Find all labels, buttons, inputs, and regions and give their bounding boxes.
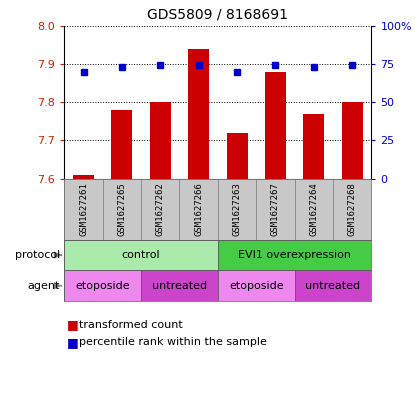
Text: GSM1627265: GSM1627265 (117, 182, 127, 236)
Bar (218, 240, 371, 270)
Text: etoposide: etoposide (76, 281, 130, 291)
Text: transformed count: transformed count (79, 320, 183, 330)
Text: protocol: protocol (15, 250, 60, 260)
Bar (188, 48, 209, 179)
Text: GSM1627267: GSM1627267 (271, 182, 280, 236)
Bar (342, 102, 363, 179)
Text: GSM1627266: GSM1627266 (194, 182, 203, 236)
Text: EVI1 overexpression: EVI1 overexpression (238, 250, 351, 260)
Text: control: control (122, 250, 161, 260)
Text: GSM1627264: GSM1627264 (309, 182, 318, 236)
Text: GSM1627268: GSM1627268 (348, 182, 357, 236)
Bar (64, 270, 141, 301)
Text: percentile rank within the sample: percentile rank within the sample (79, 337, 267, 347)
Text: GSM1627261: GSM1627261 (79, 182, 88, 236)
Bar (111, 110, 132, 179)
Bar (64, 240, 218, 270)
Bar (303, 114, 325, 179)
Bar (73, 175, 94, 179)
Text: GSM1627263: GSM1627263 (232, 182, 242, 236)
Title: GDS5809 / 8168691: GDS5809 / 8168691 (147, 7, 288, 22)
Text: ■: ■ (66, 336, 78, 349)
Bar (150, 102, 171, 179)
Text: etoposide: etoposide (229, 281, 283, 291)
Bar (227, 133, 248, 179)
Text: ■: ■ (66, 318, 78, 331)
Text: GSM1627262: GSM1627262 (156, 182, 165, 236)
Bar (141, 270, 218, 301)
Bar (295, 270, 371, 301)
Bar (265, 72, 286, 179)
Text: agent: agent (28, 281, 60, 291)
Bar (218, 270, 295, 301)
Text: untreated: untreated (305, 281, 361, 291)
Text: untreated: untreated (152, 281, 207, 291)
